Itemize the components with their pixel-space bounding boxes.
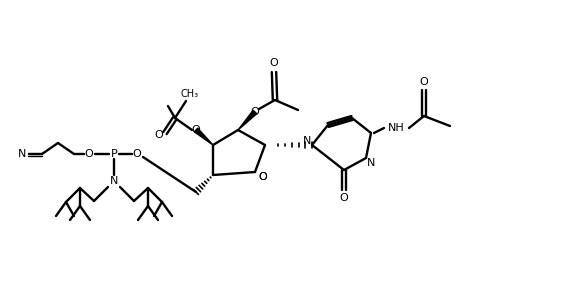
Text: O: O: [420, 77, 428, 87]
Text: O: O: [340, 193, 348, 203]
Text: O: O: [270, 58, 278, 68]
Text: P: P: [111, 149, 117, 159]
Text: N: N: [18, 149, 26, 159]
Text: O: O: [192, 125, 200, 135]
Text: NH: NH: [387, 123, 404, 133]
Text: N: N: [110, 176, 118, 186]
Text: O: O: [251, 107, 259, 117]
Text: O: O: [84, 149, 94, 159]
Polygon shape: [238, 110, 257, 130]
Text: O: O: [133, 149, 141, 159]
Text: N: N: [303, 136, 311, 146]
Text: O: O: [259, 172, 267, 182]
Text: O: O: [259, 172, 267, 182]
Polygon shape: [195, 128, 213, 145]
Text: N: N: [367, 158, 375, 168]
Text: CH₃: CH₃: [181, 89, 199, 99]
Text: O: O: [154, 130, 164, 140]
